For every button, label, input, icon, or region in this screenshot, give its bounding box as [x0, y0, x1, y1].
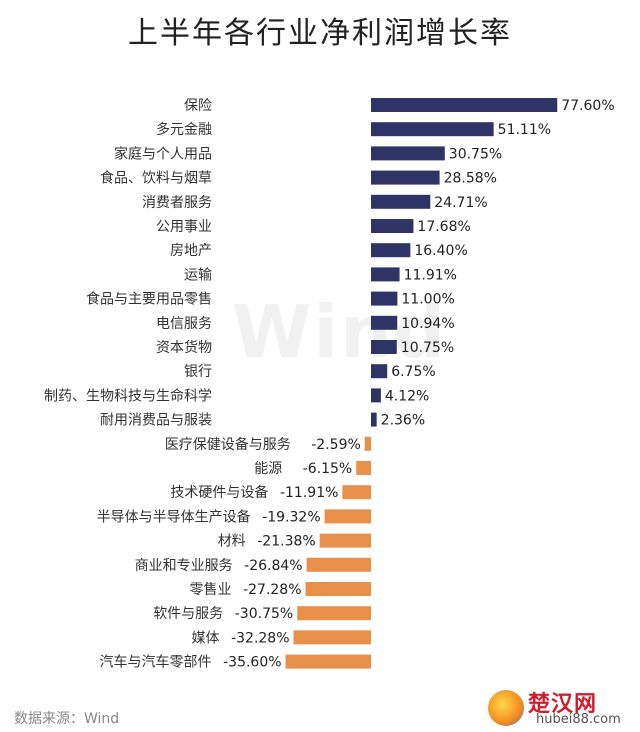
- category-label-23: 汽车与汽车零部件: [100, 654, 212, 671]
- bar-4: [371, 194, 431, 209]
- value-label-8: 11.00%: [401, 292, 454, 308]
- bar-15: [356, 461, 371, 475]
- value-label-7: 11.91%: [404, 267, 457, 283]
- bar-13: [371, 412, 377, 427]
- category-label-13: 耐用消费品与服装: [100, 413, 212, 429]
- bar-12: [371, 388, 381, 403]
- category-label-8: 食品与主要用品零售: [86, 291, 212, 308]
- logo-name: 楚汉网: [528, 692, 598, 717]
- value-label-6: 16.40%: [414, 243, 467, 259]
- bar-22: [293, 630, 371, 645]
- value-label-21: -30.75%: [235, 606, 293, 622]
- logo-url: hubei88.com: [536, 712, 621, 727]
- value-label-1: 51.11%: [498, 122, 551, 138]
- category-label-3: 食品、饮料与烟草: [100, 170, 212, 187]
- bar-16: [342, 485, 371, 500]
- bar-5: [371, 219, 414, 233]
- wind-watermark: Wind: [232, 290, 447, 374]
- bar-6: [371, 243, 411, 258]
- bar-2: [371, 146, 445, 161]
- category-label-10: 资本货物: [156, 339, 212, 356]
- data-source: 数据来源：Wind: [14, 711, 120, 727]
- value-label-14: -2.59%: [311, 437, 361, 453]
- category-label-9: 电信服务: [156, 316, 212, 332]
- bar-14: [364, 436, 371, 451]
- bar-3: [371, 170, 440, 185]
- category-label-2: 家庭与个人用品: [114, 145, 212, 162]
- category-label-4: 消费者服务: [142, 195, 212, 211]
- category-label-20: 零售业: [190, 582, 232, 598]
- value-label-2: 30.75%: [449, 146, 502, 162]
- site-logo[interactable]: 楚汉网 hubei88.com: [488, 684, 638, 728]
- value-label-12: 4.12%: [385, 388, 429, 404]
- category-label-0: 保险: [184, 98, 212, 114]
- category-label-15: 能源: [254, 461, 282, 477]
- bar-9: [371, 315, 398, 330]
- bar-19: [306, 557, 371, 572]
- bar-10: [371, 340, 397, 354]
- value-label-11: 6.75%: [391, 364, 435, 380]
- value-label-3: 28.58%: [444, 171, 497, 187]
- category-label-1: 多元金融: [156, 121, 212, 138]
- bar-7: [371, 267, 400, 282]
- category-label-22: 媒体: [192, 630, 220, 646]
- bar-0: [371, 98, 558, 112]
- bar-18: [319, 533, 371, 548]
- bar-8: [371, 291, 398, 306]
- bar-17: [324, 509, 371, 524]
- category-label-12: 制药、生物科技与生命科学: [44, 387, 212, 404]
- chart-title: 上半年各行业净利润增长率: [128, 16, 512, 51]
- bar-11: [371, 364, 388, 379]
- value-label-13: 2.36%: [381, 413, 425, 429]
- bar-1: [371, 122, 494, 137]
- value-label-9: 10.94%: [401, 316, 454, 332]
- category-label-6: 房地产: [170, 243, 212, 259]
- value-label-5: 17.68%: [417, 219, 470, 235]
- category-label-7: 运输: [184, 267, 212, 283]
- category-label-5: 公用事业: [156, 219, 212, 235]
- value-label-19: -26.84%: [244, 558, 302, 574]
- value-label-20: -27.28%: [243, 582, 301, 598]
- category-label-17: 半导体与半导体生产设备: [97, 508, 251, 525]
- category-label-19: 商业和专业服务: [135, 558, 233, 574]
- value-label-18: -21.38%: [257, 534, 315, 550]
- value-label-15: -6.15%: [303, 461, 353, 477]
- category-label-21: 软件与服务: [153, 606, 223, 622]
- bar-21: [297, 606, 371, 621]
- category-label-11: 银行: [184, 364, 212, 380]
- value-label-17: -19.32%: [262, 509, 320, 525]
- logo-icon: [488, 690, 524, 726]
- bar-23: [285, 654, 371, 669]
- value-label-22: -32.28%: [231, 630, 289, 646]
- value-label-10: 10.75%: [401, 340, 454, 356]
- category-label-18: 材料: [218, 534, 246, 550]
- value-label-16: -11.91%: [280, 485, 338, 501]
- category-label-14: 医疗保健设备与服务: [165, 436, 291, 453]
- bar-20: [305, 582, 371, 596]
- category-label-16: 技术硬件与设备: [170, 484, 268, 501]
- value-label-23: -35.60%: [223, 655, 281, 671]
- value-label-0: 77.60%: [561, 98, 614, 114]
- value-label-4: 24.71%: [434, 195, 487, 211]
